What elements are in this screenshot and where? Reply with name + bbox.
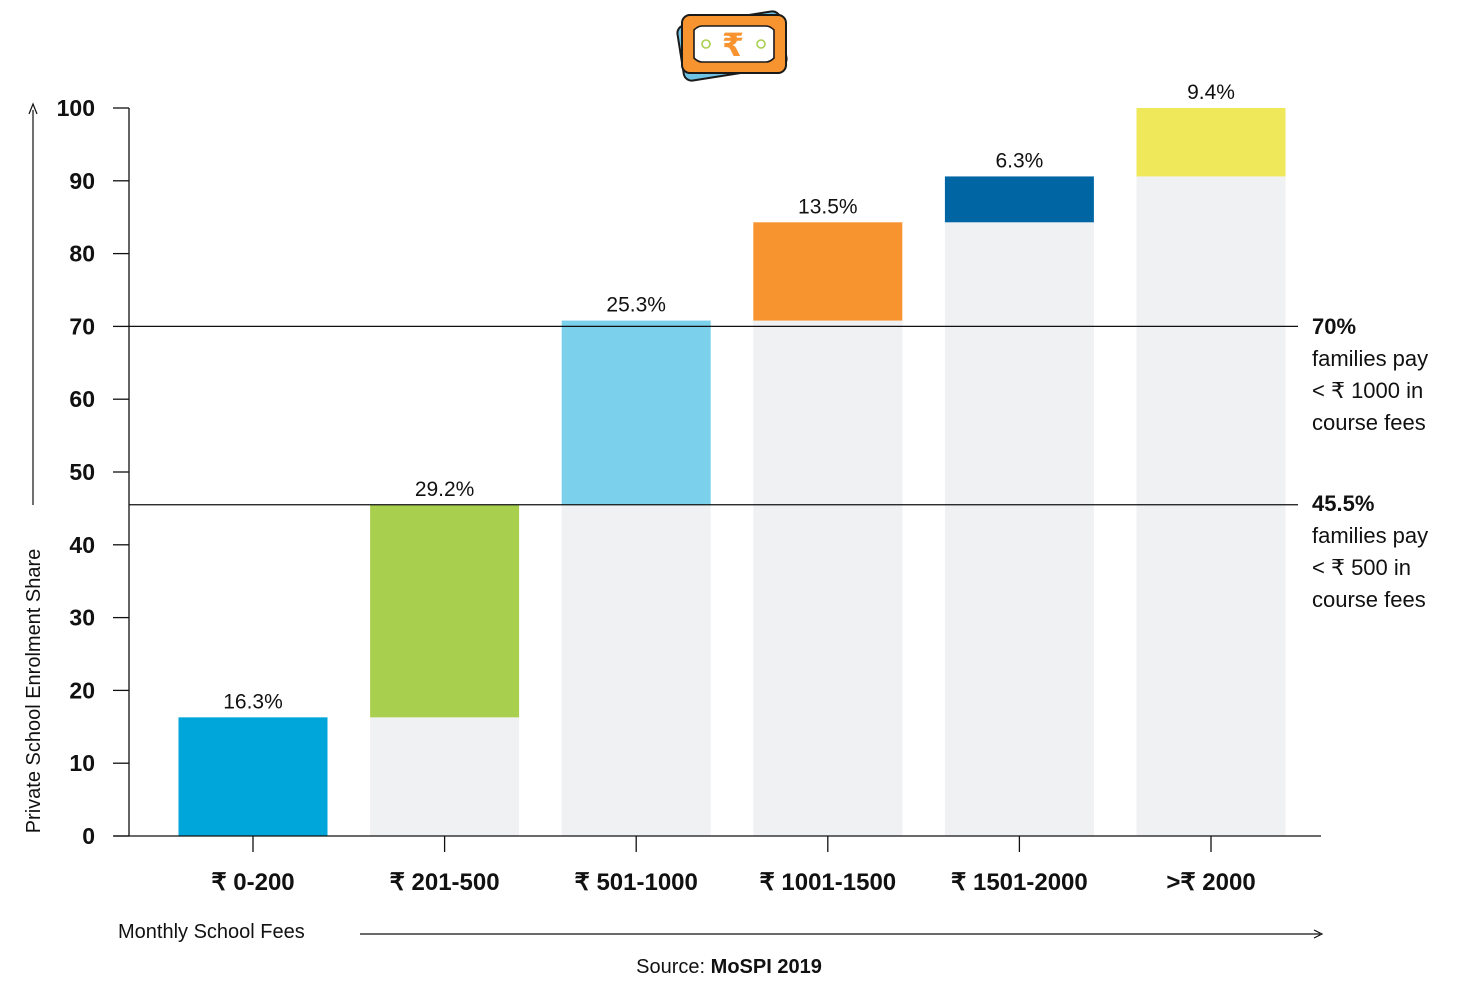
data-label-6: 9.4%	[1187, 81, 1235, 104]
x-axis-arrow-head	[1313, 929, 1324, 939]
x-tick-label-3: ₹ 501-1000	[575, 869, 698, 896]
annotation-70: 70% families pay < ₹ 1000 in course fees	[1312, 311, 1428, 439]
bar-5	[944, 176, 1094, 223]
y-tick-label-30: 30	[69, 605, 95, 631]
svg-text:₹: ₹	[722, 26, 744, 64]
data-label-4: 13.5%	[798, 195, 858, 218]
x-axis-title: Monthly School Fees	[118, 921, 305, 943]
x-tick-label-5: ₹ 1501-2000	[951, 869, 1088, 896]
x-tick-label-4: ₹ 1001-1500	[759, 869, 896, 896]
y-axis-title: Private School Enrolment Share	[23, 549, 45, 834]
bar-4	[753, 222, 903, 321]
bar-6	[1136, 108, 1286, 177]
annotation-45-5: 45.5% families pay < ₹ 500 in course fee…	[1312, 488, 1428, 616]
x-tick-label-6: >₹ 2000	[1166, 869, 1255, 896]
annotation-45-5-line-3: course fees	[1312, 587, 1426, 612]
bar-base-3	[561, 504, 711, 836]
x-tick-label-2: ₹ 201-500	[390, 869, 500, 896]
data-label-1: 16.3%	[223, 690, 283, 713]
bar-2	[370, 504, 520, 718]
annotation-70-line-3: course fees	[1312, 410, 1426, 435]
bar-base-5	[944, 222, 1094, 836]
source-note: Source: MoSPI 2019	[0, 956, 1458, 979]
bar-3	[561, 320, 711, 505]
y-tick-label-70: 70	[69, 313, 95, 339]
data-label-2: 29.2%	[415, 478, 475, 501]
annotation-70-headline: 70%	[1312, 314, 1357, 339]
y-tick-label-50: 50	[69, 459, 95, 485]
annotation-70-line-1: families pay	[1312, 346, 1429, 371]
annotation-45-5-headline: 45.5%	[1312, 491, 1375, 516]
annotation-45-5-line-2: < ₹ 500 in	[1312, 555, 1412, 580]
y-tick-label-60: 60	[69, 386, 95, 412]
source-name: MoSPI 2019	[710, 956, 822, 978]
y-tick-label-0: 0	[82, 823, 95, 849]
data-label-3: 25.3%	[606, 294, 666, 317]
bar-base-6	[1136, 176, 1286, 836]
annotation-70-line-2: < ₹ 1000 in	[1312, 378, 1424, 403]
y-tick-label-80: 80	[69, 241, 95, 267]
x-tick-label-1: ₹ 0-200	[211, 869, 294, 896]
bar-base-4	[753, 320, 903, 836]
bar-base-2	[370, 717, 520, 836]
y-tick-label-40: 40	[69, 532, 95, 558]
data-label-5: 6.3%	[995, 149, 1043, 172]
y-tick-label-10: 10	[69, 750, 95, 776]
bar-1	[178, 717, 328, 836]
y-axis-arrow-head	[28, 102, 38, 115]
y-tick-label-20: 20	[69, 677, 95, 703]
y-tick-label-100: 100	[57, 95, 95, 121]
annotation-45-5-line-1: families pay	[1312, 523, 1429, 548]
source-prefix: Source:	[636, 956, 711, 978]
rupee-banknote-icon: ₹	[676, 10, 788, 82]
y-tick-label-90: 90	[69, 168, 95, 194]
